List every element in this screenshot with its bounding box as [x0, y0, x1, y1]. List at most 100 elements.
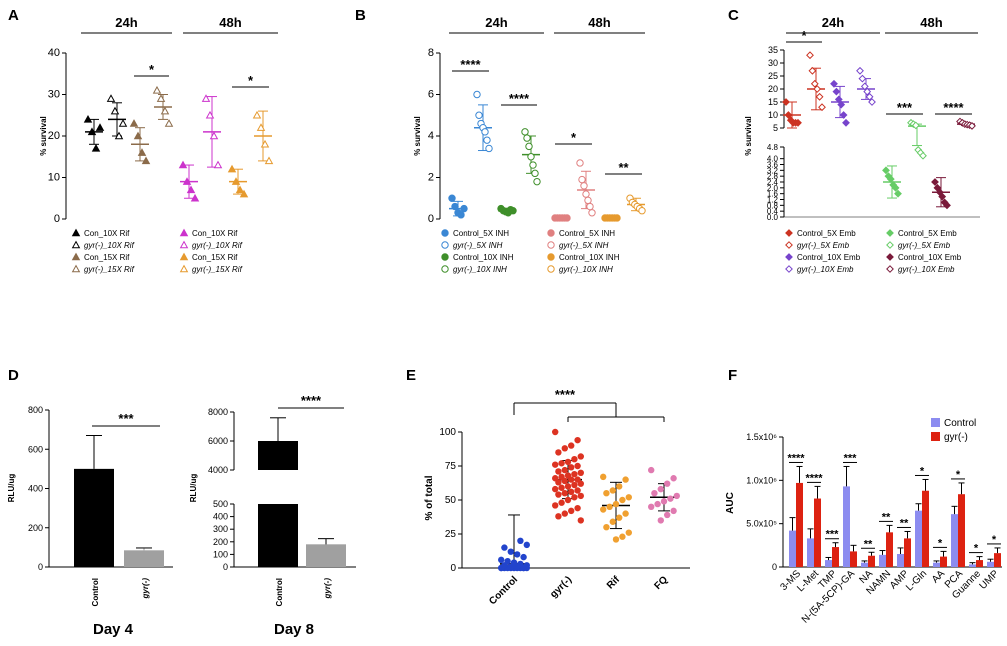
- panel-e-point: [651, 490, 658, 497]
- panel-c-sig-label: ***: [897, 100, 913, 115]
- panel-a-point: [264, 156, 274, 165]
- panel-b-point: [588, 209, 596, 217]
- panel-f-category: UMP: [978, 568, 1002, 592]
- panel-c-legend-marker: [785, 265, 793, 273]
- panel-f-sig-label: *: [956, 469, 961, 481]
- panel-c-point: [860, 82, 869, 91]
- panel-c-legend-marker: [785, 229, 793, 237]
- panel-e-point: [561, 510, 568, 517]
- panel-b-point: [473, 90, 481, 99]
- panel-c-point: [882, 166, 890, 175]
- panel-b-legend-label: Control_5X INH: [453, 229, 509, 238]
- panel-a-legend-label: Con_15X Rif: [84, 253, 130, 262]
- panel-b-legend-marker: [547, 265, 555, 273]
- panel-b-group-label: 24h: [485, 15, 507, 30]
- panel-e-point: [612, 536, 620, 543]
- panel-b-y-tick-label: 6: [428, 89, 434, 101]
- panel-d1-y-tick-label: 600: [28, 444, 43, 454]
- panel-f-ylabel: AUC: [725, 492, 736, 514]
- panel-f-sig-label: *: [992, 534, 997, 546]
- panel-c-point: [911, 121, 920, 130]
- panel-c-point: [894, 189, 902, 198]
- panel-e-y-tick-label: 100: [439, 427, 456, 438]
- panel-c-point: [834, 95, 843, 104]
- panel-d2-y-upper-tick-label: 6000: [208, 436, 228, 446]
- panel-e-point: [517, 537, 524, 544]
- panel-a-point: [239, 189, 249, 198]
- panel-b-sig-label: *: [571, 130, 577, 145]
- panel-c-point: [839, 111, 848, 119]
- panel-e-point: [603, 490, 610, 497]
- panel-e-category: Control: [487, 574, 520, 607]
- panel-c-y-upper-tick-label: 15: [768, 97, 778, 107]
- panel-e-point: [657, 485, 664, 493]
- panel-b-y-tick-label: 0: [428, 213, 434, 225]
- panel-c-point: [868, 98, 876, 106]
- panel-b-sig-label: ****: [509, 91, 530, 106]
- panel-c-y-lower-tick-label: 2.4: [767, 178, 779, 187]
- panel-b-legend-label: gyr(-)_10X INH: [453, 265, 507, 274]
- panel-a-legend-label: gyr(-)_15X Rif: [84, 265, 135, 274]
- panel-a-legend-marker: [179, 228, 189, 237]
- panel-a-point: [260, 139, 270, 148]
- panel-c-point: [863, 87, 872, 96]
- panel-b-legend-marker: [441, 229, 449, 237]
- panel-c-legend-label: Control_5X Emb: [797, 229, 856, 238]
- panel-f-sig-label: *: [938, 537, 943, 549]
- panel-f-y-tick-label: 5.0x10⁵: [746, 519, 777, 529]
- panel-c-sig-label: ****: [943, 100, 964, 115]
- panel-a-legend-marker: [71, 240, 81, 249]
- panel-f-sig-label: ****: [787, 452, 805, 464]
- panel-e-point: [625, 494, 632, 501]
- panel-a-point: [95, 123, 105, 131]
- panel-f-sig-label: **: [864, 538, 873, 550]
- panel-e-point: [507, 548, 514, 555]
- panel-a-point: [231, 177, 241, 185]
- panel-c-legend-label: gyr(-)_5X Emb: [797, 241, 850, 250]
- panel-c-y-lower-tick-label: 3.2: [767, 166, 779, 175]
- panel-e-point: [571, 456, 578, 463]
- panel-c-legend-marker: [886, 241, 894, 249]
- panel-d2-category: gyr(-): [323, 578, 332, 600]
- panel-e-point: [660, 498, 668, 505]
- panel-e-point: [571, 470, 578, 478]
- panel-label: D: [8, 367, 19, 384]
- panel-c-point: [837, 100, 846, 109]
- panel-a-point: [156, 94, 166, 102]
- panel-e-point: [520, 553, 527, 561]
- panel-b-ylabel: % survival: [413, 116, 422, 156]
- panel-e-point: [568, 488, 575, 496]
- panel-d2-y-lower-tick-label: 100: [213, 549, 228, 559]
- panel-a-legend-label: Con_15X Rif: [192, 253, 238, 262]
- panel-c-point: [886, 175, 895, 183]
- panel-b-point: [481, 128, 489, 136]
- panel-f-legend-label: Control: [944, 418, 976, 429]
- panel-e-point: [552, 502, 559, 509]
- panel-b-legend-label: Control_10X INH: [453, 253, 514, 262]
- panel-c-y-upper-tick-label: 5: [773, 123, 778, 133]
- panel-c-point: [832, 87, 841, 96]
- panel-c-legend-marker: [785, 241, 793, 249]
- panel-b-point: [509, 207, 517, 215]
- panel-c-point: [813, 85, 822, 93]
- panel-c-legend-label: gyr(-)_10X Emb: [797, 265, 854, 274]
- panel-label: A: [8, 7, 19, 24]
- panel-c-point: [856, 66, 864, 75]
- panel-a-legend-marker: [71, 228, 81, 237]
- panel-a-group-label: 24h: [115, 15, 137, 30]
- panel-f-bar: [789, 530, 796, 567]
- panel-label: F: [728, 367, 737, 384]
- panel-f-sig-label: **: [882, 511, 891, 523]
- panel-e-point: [619, 533, 626, 540]
- panel-f-bar: [850, 551, 857, 567]
- panel-a-point: [141, 156, 151, 165]
- panel-label: C: [728, 7, 739, 24]
- panel-c-group-label: 48h: [920, 15, 942, 30]
- panel-c-point: [968, 122, 976, 130]
- panel-b-legend-marker: [547, 241, 555, 249]
- panel-e-point: [577, 469, 584, 476]
- panel-c-point: [842, 118, 850, 127]
- panel-f-sig-label: ***: [826, 529, 840, 541]
- panel-c-y-lower-tick-label: 4.0: [767, 155, 779, 164]
